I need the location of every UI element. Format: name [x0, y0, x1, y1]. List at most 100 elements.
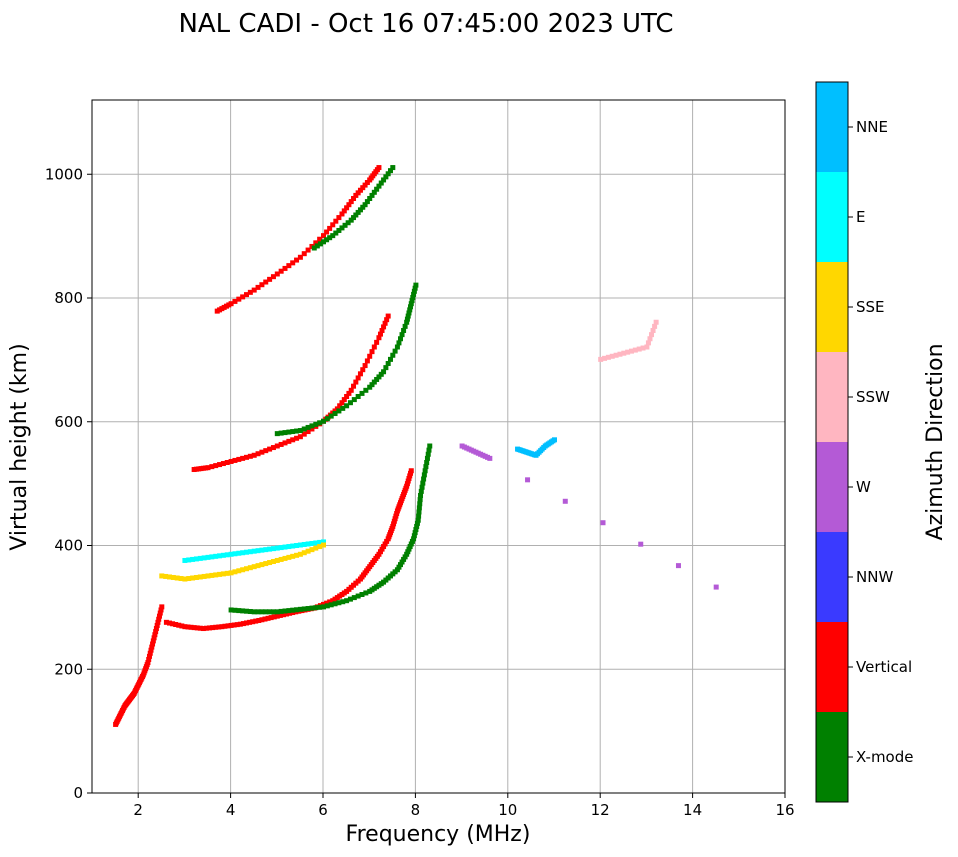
data-point	[259, 609, 265, 615]
data-point	[357, 207, 363, 213]
data-point	[362, 363, 368, 369]
series-nne	[515, 437, 557, 458]
data-point	[346, 390, 352, 396]
x-tick-label: 4	[226, 801, 236, 819]
data-point	[156, 616, 162, 622]
data-point	[419, 484, 425, 490]
data-point	[369, 382, 375, 388]
data-point	[290, 437, 296, 443]
data-point	[317, 241, 323, 247]
data-point	[217, 571, 223, 577]
data-point	[411, 533, 417, 539]
data-point	[200, 626, 206, 632]
data-point	[290, 607, 296, 613]
data-point	[152, 632, 158, 638]
data-point	[406, 546, 412, 552]
colorbar-swatch	[816, 262, 848, 352]
data-point	[324, 229, 330, 235]
x-tick-label: 8	[411, 801, 421, 819]
data-point	[277, 612, 283, 618]
data-point	[360, 204, 366, 210]
data-point	[360, 367, 366, 373]
data-point	[179, 623, 185, 629]
data-point	[265, 615, 271, 621]
data-point	[153, 626, 159, 632]
data-point	[247, 289, 253, 295]
data-point	[146, 656, 152, 662]
data-point	[382, 320, 388, 326]
data-point	[324, 237, 330, 243]
colorbar-label: SSE	[856, 298, 885, 316]
data-point	[262, 616, 268, 622]
data-point	[362, 182, 368, 188]
data-point	[640, 345, 646, 351]
colorbar-swatch	[816, 82, 848, 172]
colorbar-swatch	[816, 352, 848, 442]
data-point	[274, 545, 280, 551]
data-point	[402, 323, 408, 329]
data-point	[193, 556, 199, 562]
colorbar-swatch	[816, 622, 848, 712]
data-point	[167, 620, 172, 626]
data-point	[385, 171, 391, 177]
x-tick-label: 2	[133, 801, 143, 819]
data-point	[413, 527, 419, 533]
data-point	[414, 523, 420, 529]
data-point	[344, 394, 350, 399]
data-point	[317, 236, 323, 242]
data-point	[337, 403, 343, 409]
data-point	[194, 625, 200, 631]
data-point	[205, 573, 211, 579]
data-point	[274, 557, 280, 563]
data-point	[401, 556, 407, 562]
data-point	[406, 475, 412, 481]
data-point	[256, 617, 262, 623]
data-point	[347, 596, 353, 602]
data-point	[190, 575, 196, 581]
data-point	[411, 291, 417, 297]
data-point	[371, 344, 377, 350]
data-point	[282, 265, 288, 271]
plot-frame	[91, 99, 786, 794]
data-point	[376, 183, 382, 189]
data-point	[274, 613, 280, 619]
data-point	[418, 493, 424, 498]
data-point	[267, 446, 273, 452]
data-point	[336, 227, 342, 233]
data-point	[321, 604, 326, 610]
data-point	[381, 544, 387, 550]
data-point	[332, 411, 338, 417]
data-point	[351, 383, 357, 389]
data-point	[339, 225, 345, 231]
data-point	[207, 625, 213, 631]
data-point	[270, 445, 276, 451]
data-point	[201, 555, 207, 561]
data-point	[404, 319, 410, 325]
data-point	[232, 457, 238, 463]
series-x-mode	[228, 443, 433, 615]
data-point	[301, 606, 307, 612]
data-point	[330, 222, 336, 228]
data-point	[314, 243, 320, 249]
data-point	[360, 185, 366, 191]
data-point	[355, 190, 361, 196]
data-point	[427, 443, 433, 449]
data-point	[340, 405, 346, 411]
data-point	[253, 618, 259, 624]
data-point	[407, 544, 413, 550]
data-point	[351, 397, 357, 403]
data-point	[278, 608, 284, 614]
data-point	[178, 576, 184, 582]
data-point	[247, 565, 253, 571]
data-point	[405, 313, 411, 319]
data-point	[174, 575, 180, 581]
data-point	[217, 462, 223, 468]
data-point	[401, 328, 407, 333]
data-point	[348, 199, 354, 205]
data-point	[244, 292, 249, 298]
data-point	[294, 257, 300, 263]
data-point	[324, 600, 330, 606]
data-point	[247, 619, 253, 625]
data-point	[353, 192, 359, 198]
data-point	[348, 387, 354, 393]
